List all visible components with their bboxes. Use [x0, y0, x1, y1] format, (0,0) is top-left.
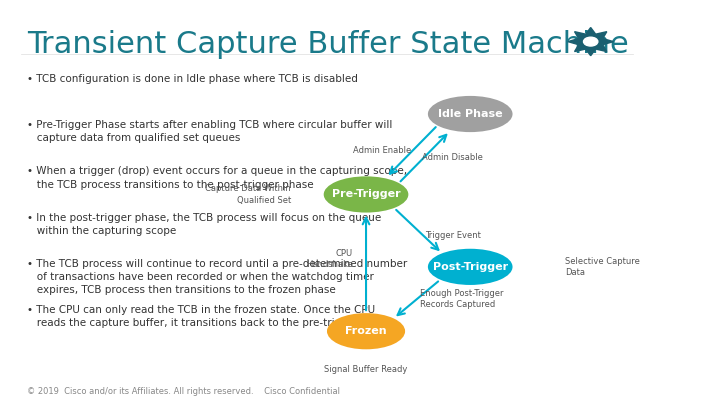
Circle shape — [583, 37, 598, 46]
Ellipse shape — [324, 176, 408, 213]
Text: • The CPU can only read the TCB in the frozen state. Once the CPU
   reads the c: • The CPU can only read the TCB in the f… — [27, 305, 394, 328]
Text: • TCB configuration is done in Idle phase where TCB is disabled: • TCB configuration is done in Idle phas… — [27, 74, 359, 84]
Text: • In the post-trigger phase, the TCB process will focus on the queue
   within t: • In the post-trigger phase, the TCB pro… — [27, 213, 382, 236]
Text: • When a trigger (drop) event occurs for a queue in the capturing scope,
   the : • When a trigger (drop) event occurs for… — [27, 166, 408, 190]
Text: CPU
Handshake: CPU Handshake — [306, 249, 353, 269]
Text: Enough Post-Trigger
Records Captured: Enough Post-Trigger Records Captured — [420, 289, 504, 309]
Text: Transient Capture Buffer State Machine: Transient Capture Buffer State Machine — [27, 30, 629, 59]
Text: Capture Data Within
Qualified Set: Capture Data Within Qualified Set — [205, 184, 291, 205]
Text: • Pre-Trigger Phase starts after enabling TCB where circular buffer will
   capt: • Pre-Trigger Phase starts after enablin… — [27, 120, 393, 143]
Ellipse shape — [428, 96, 513, 132]
Text: Idle Phase: Idle Phase — [438, 109, 503, 119]
Text: © 2019  Cisco and/or its Affiliates. All rights reserved.    Cisco Confidential: © 2019 Cisco and/or its Affiliates. All … — [27, 386, 341, 396]
Text: Admin Enable: Admin Enable — [353, 146, 411, 155]
Text: Pre-Trigger: Pre-Trigger — [332, 190, 400, 199]
Text: Signal Buffer Ready: Signal Buffer Ready — [324, 365, 408, 374]
Text: Post-Trigger: Post-Trigger — [433, 262, 508, 272]
Text: Admin Disable: Admin Disable — [422, 153, 482, 162]
Text: Trigger Event: Trigger Event — [425, 231, 480, 240]
Text: Frozen: Frozen — [345, 326, 387, 336]
Polygon shape — [568, 28, 613, 56]
Text: • The TCB process will continue to record until a pre-determined number
   of tr: • The TCB process will continue to recor… — [27, 259, 408, 295]
Ellipse shape — [327, 313, 405, 349]
Ellipse shape — [428, 249, 513, 285]
Text: Selective Capture
Data: Selective Capture Data — [564, 257, 639, 277]
